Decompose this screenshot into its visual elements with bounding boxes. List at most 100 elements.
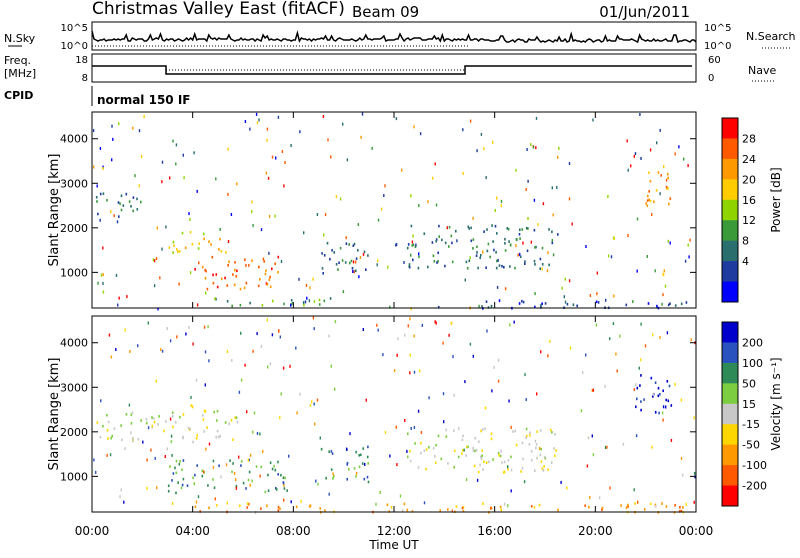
echo-cell bbox=[539, 453, 542, 457]
echo-cell bbox=[510, 455, 512, 459]
echo-cell-isolated bbox=[171, 502, 174, 505]
echo-cell bbox=[165, 420, 167, 423]
echo-cell bbox=[648, 171, 650, 174]
echo-cell bbox=[601, 508, 603, 512]
echo-cell bbox=[554, 433, 556, 436]
echo-cell-isolated bbox=[255, 112, 258, 116]
echo-cell bbox=[533, 506, 536, 509]
echo-cell bbox=[496, 232, 498, 235]
echo-cell-isolated bbox=[418, 369, 421, 373]
echo-cell bbox=[685, 301, 688, 304]
echo-cell bbox=[344, 261, 347, 264]
echo-cell bbox=[514, 429, 516, 433]
echo-cell-isolated bbox=[654, 269, 656, 273]
echo-cell-isolated bbox=[469, 342, 472, 346]
echo-cell-isolated bbox=[195, 500, 198, 504]
echo-cell bbox=[290, 299, 293, 302]
echo-cell bbox=[665, 505, 668, 508]
echo-cell-isolated bbox=[655, 504, 657, 508]
echo-cell-isolated bbox=[156, 226, 158, 230]
echo-cell-isolated bbox=[306, 296, 308, 300]
echo-cell bbox=[97, 212, 99, 216]
colorbar-tick-label: 50 bbox=[742, 377, 756, 390]
echo-cell-isolated bbox=[417, 409, 420, 413]
echo-cell-isolated bbox=[434, 320, 436, 324]
echo-cell-isolated bbox=[510, 243, 512, 247]
echo-cell-isolated bbox=[413, 426, 416, 429]
echo-cell-isolated bbox=[659, 128, 661, 132]
echo-cell-isolated bbox=[640, 157, 642, 160]
echo-cell-isolated bbox=[175, 162, 177, 166]
echo-cell bbox=[447, 462, 449, 465]
echo-cell-isolated bbox=[535, 146, 537, 150]
echo-cell-isolated bbox=[147, 426, 150, 430]
echo-cell bbox=[337, 268, 339, 271]
echo-cell bbox=[498, 264, 501, 267]
echo-cell bbox=[239, 287, 242, 291]
echo-cell-isolated bbox=[172, 139, 174, 143]
colorbar-swatch bbox=[722, 179, 738, 201]
echo-cell bbox=[674, 504, 676, 507]
echo-cell-isolated bbox=[110, 210, 112, 213]
echo-cell-isolated bbox=[420, 431, 423, 434]
echo-cell bbox=[202, 418, 205, 421]
echo-cell bbox=[220, 250, 223, 253]
echo-cell-isolated bbox=[102, 246, 104, 250]
echo-cell-isolated bbox=[157, 307, 159, 311]
echo-cell-isolated bbox=[377, 259, 379, 263]
echo-cell bbox=[212, 459, 215, 463]
echo-cell bbox=[451, 260, 454, 264]
echo-cell bbox=[646, 199, 649, 202]
echo-cell-isolated bbox=[102, 167, 104, 170]
echo-cell-isolated bbox=[659, 336, 661, 340]
echo-cell-isolated bbox=[610, 255, 613, 259]
colorbar-swatch bbox=[722, 403, 738, 425]
echo-cell bbox=[158, 415, 160, 418]
echo-cell bbox=[408, 265, 411, 269]
echo-cell-isolated bbox=[644, 344, 647, 348]
echo-cell bbox=[191, 242, 194, 246]
echo-cell bbox=[215, 297, 217, 301]
echo-cell-isolated bbox=[154, 456, 156, 460]
power-colorbar: 28 24 20 16 12 8 4 bbox=[721, 117, 756, 303]
echo-cell-isolated bbox=[527, 179, 529, 183]
echo-cell-isolated bbox=[485, 176, 487, 180]
colorbar-frame bbox=[721, 321, 739, 507]
echo-cell bbox=[496, 259, 498, 263]
echo-cell-isolated bbox=[377, 328, 379, 332]
echo-cell bbox=[486, 249, 489, 253]
echo-cell-isolated bbox=[375, 502, 377, 506]
echo-cell-isolated bbox=[509, 323, 511, 327]
echo-cell bbox=[367, 462, 369, 465]
colorbar-tick-label: 20 bbox=[742, 173, 756, 186]
echo-cell bbox=[650, 376, 653, 380]
echo-cell-isolated bbox=[324, 213, 327, 217]
echo-cell-isolated bbox=[462, 171, 464, 175]
cpid-label: CPID bbox=[4, 89, 33, 102]
echo-cell bbox=[216, 429, 219, 433]
echo-cell bbox=[259, 278, 261, 281]
echo-cell-isolated bbox=[171, 453, 173, 457]
echo-cell bbox=[667, 186, 669, 190]
echo-cell-isolated bbox=[352, 270, 354, 273]
echo-cell-isolated bbox=[342, 290, 345, 294]
echo-cell-isolated bbox=[533, 198, 536, 202]
echo-cell bbox=[352, 244, 355, 247]
echo-cell-isolated bbox=[153, 284, 156, 288]
echo-cell-isolated bbox=[670, 438, 673, 442]
echo-cell-isolated bbox=[299, 130, 301, 134]
echo-cell-isolated bbox=[92, 129, 95, 133]
echo-cell bbox=[540, 460, 543, 463]
echo-cell-isolated bbox=[464, 278, 466, 282]
echo-cell-isolated bbox=[267, 176, 270, 180]
velocity-colorbar-label: Velocity [m s⁻¹] bbox=[769, 357, 783, 450]
echo-cell-isolated bbox=[613, 237, 615, 241]
echo-cell-isolated bbox=[198, 261, 200, 265]
echo-cell bbox=[526, 249, 529, 253]
echo-cell-isolated bbox=[664, 284, 667, 288]
echo-cell bbox=[640, 408, 642, 412]
echo-cell bbox=[346, 463, 348, 466]
echo-cell-isolated bbox=[330, 364, 332, 368]
echo-cell bbox=[557, 233, 559, 236]
